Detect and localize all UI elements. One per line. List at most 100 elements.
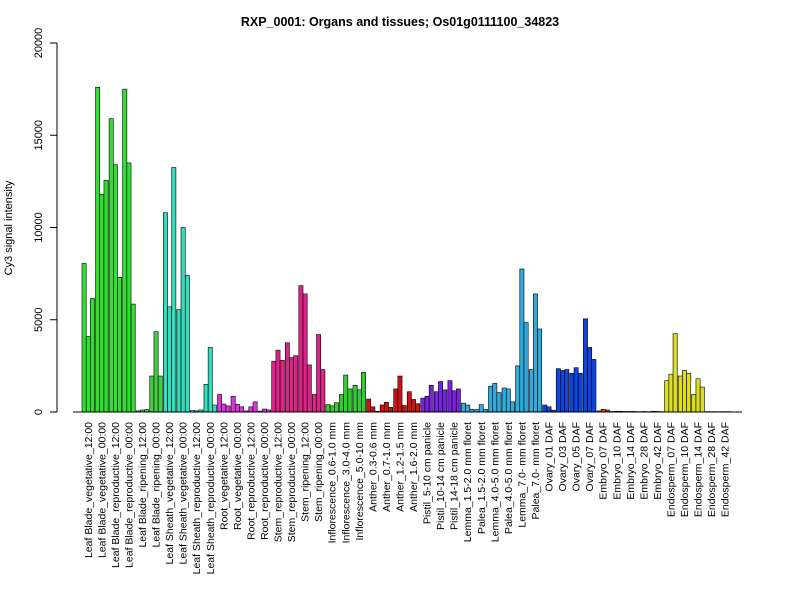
x-tick-label: Leaf Sheath_reproductive_12:00	[191, 422, 203, 575]
x-tick-label: Endosperm_10 DAF	[679, 422, 691, 517]
bar	[505, 388, 511, 413]
x-tick-label: Leaf Blade_ripening_12:00	[137, 422, 149, 548]
bar	[451, 390, 457, 413]
bar	[163, 212, 168, 413]
bar	[320, 369, 326, 413]
x-tick-label: Anther_1.6-2.0 mm	[408, 422, 420, 512]
y-tick-label: 15000	[33, 120, 45, 151]
bar	[149, 375, 155, 413]
bar	[221, 403, 227, 413]
x-tick-label: Leaf Blade_reproductive_12:00	[110, 422, 122, 568]
bar	[564, 369, 570, 413]
bar	[298, 285, 304, 413]
bar	[664, 380, 670, 413]
bar	[695, 378, 701, 413]
x-tick-label: Root_reproductive_00:00	[259, 422, 271, 540]
bar	[176, 309, 182, 413]
bar	[677, 375, 683, 413]
bar	[488, 385, 493, 413]
bar	[370, 406, 376, 413]
bar	[577, 372, 583, 413]
bar	[312, 394, 317, 413]
x-tick-label: Endosperm_07 DAF	[665, 422, 677, 517]
x-tick-label: Embryo_28 DAF	[638, 422, 650, 500]
bar	[528, 369, 534, 413]
bar	[542, 404, 548, 413]
bar	[306, 364, 312, 413]
bar	[217, 394, 222, 413]
x-tick-label: Leaf Sheath_vegetative_00:00	[178, 422, 190, 565]
x-tick-label: Anther_0.3-0.6 mm	[367, 422, 379, 512]
bar	[252, 401, 258, 413]
bar	[415, 403, 421, 413]
x-tick-label: Ovary_01 DAF	[544, 422, 556, 491]
bar	[275, 349, 281, 413]
bar	[537, 328, 543, 413]
bar	[691, 394, 697, 413]
x-tick-label: Embryo_42 DAF	[652, 422, 664, 500]
x-tick-label: Embryo_07 DAF	[598, 422, 610, 500]
bar	[438, 381, 443, 413]
y-axis: 0 5000 10000 15000 20000	[33, 28, 58, 415]
y-tick-label: 20000	[33, 28, 45, 59]
bar	[393, 388, 399, 413]
bar	[81, 263, 87, 413]
bar	[361, 372, 366, 413]
bar	[397, 375, 403, 413]
bar	[329, 405, 335, 413]
x-tick-label: Palea_4.0-5.0 mm floret	[503, 422, 515, 534]
x-tick-label: Endosperm_42 DAF	[720, 422, 732, 517]
x-tick-label: Stem_ripening_00:00	[313, 422, 325, 522]
bar	[180, 227, 186, 413]
bar	[90, 298, 95, 413]
bar	[420, 397, 426, 413]
x-tick-label: Pistil_10-14 cm panicle	[435, 422, 447, 530]
bar	[569, 372, 575, 413]
x-tick-label: Lemma_7.0- mm floret	[516, 422, 528, 528]
x-tick-label: Stem_reproductive_12:00	[273, 422, 285, 542]
bar	[325, 404, 331, 413]
bar	[478, 404, 484, 413]
bar	[686, 372, 692, 413]
x-tick-label: Leaf Blade_ripening_00:00	[151, 422, 163, 548]
bar	[230, 396, 236, 413]
x-tick-label: Ovary_03 DAF	[557, 422, 569, 491]
bar	[113, 164, 118, 413]
bar	[339, 394, 344, 413]
x-tick-label: Endosperm_14 DAF	[693, 422, 705, 517]
x-tick-label: Inflorescence_5.0-10 mm	[354, 422, 366, 541]
x-tick-label: Lemma_4.0-5.0 mm floret	[489, 422, 501, 542]
bar	[316, 334, 322, 413]
bar	[672, 333, 678, 413]
bar	[302, 293, 308, 413]
bar	[366, 398, 372, 413]
bar	[85, 336, 91, 413]
bar	[492, 383, 498, 413]
bar	[428, 384, 434, 413]
bar	[682, 370, 687, 413]
bar	[293, 355, 299, 413]
bar	[433, 391, 439, 413]
x-tick-label: Stem_ripening_12:00	[300, 422, 312, 522]
bar	[583, 318, 588, 413]
bar	[515, 365, 521, 413]
x-tick-label: Inflorescence_0.6-1.0 mm	[327, 422, 339, 544]
bar	[555, 368, 561, 413]
bar	[465, 404, 471, 413]
bar	[379, 404, 385, 413]
bar	[234, 403, 240, 413]
bar	[239, 406, 244, 413]
bar	[510, 401, 515, 413]
bar	[347, 388, 353, 413]
bar	[461, 402, 466, 413]
bar	[279, 360, 285, 413]
bar	[225, 405, 231, 413]
bar	[203, 384, 209, 413]
bar	[352, 384, 358, 413]
bar	[383, 401, 389, 413]
bar	[424, 396, 430, 413]
x-tick-label: Embryo_10 DAF	[611, 422, 623, 500]
bar	[126, 162, 132, 413]
bar	[184, 275, 190, 413]
y-tick-label: 10000	[33, 212, 45, 243]
